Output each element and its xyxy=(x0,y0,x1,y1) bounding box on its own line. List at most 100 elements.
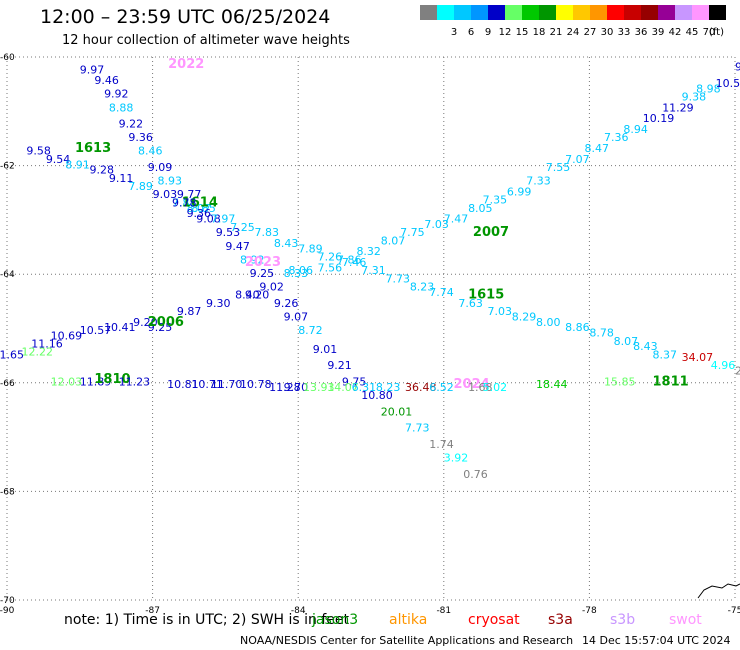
wave-height-color-scale: 3 6 9 12 15 18 21 24 27 30 33 36 39 42 45 70(ft) xyxy=(420,5,726,38)
wave-height-value: 9.25 xyxy=(148,321,173,334)
wave-height-value: 36.48 xyxy=(405,381,437,394)
wave-height-value: 9.02 xyxy=(259,280,284,293)
wave-height-value: 8.92 xyxy=(240,253,265,266)
wave-height-value: 7.85 xyxy=(172,196,197,209)
scale-label: 3 xyxy=(451,27,457,38)
wave-height-value: 10.78 xyxy=(240,378,272,391)
wave-height-value: 14.07 xyxy=(327,381,359,394)
wave-height-value: 9.36 xyxy=(128,131,153,144)
wave-height-value: 8.33 xyxy=(284,267,309,280)
wave-height-value: 8.07 xyxy=(381,234,406,247)
wave-height-value: 7.36 xyxy=(604,131,629,144)
track-time-label: 2024 xyxy=(454,377,490,392)
scale-swatch xyxy=(709,5,726,20)
wave-height-value: 1.68 xyxy=(468,381,493,394)
track-time-label: 1810 xyxy=(94,372,130,387)
scale-swatch xyxy=(539,5,556,20)
wave-height-value: 8.85 xyxy=(191,202,216,215)
wave-height-value: 8.29 xyxy=(512,310,537,323)
wave-height-value: 8.32 xyxy=(356,245,381,258)
wave-height-value: 5.02 xyxy=(483,381,508,394)
scale-swatch xyxy=(692,5,709,20)
scale-swatch xyxy=(573,5,590,20)
wave-height-value: 9.75 xyxy=(342,376,367,389)
wave-height-value: 9.07 xyxy=(284,310,309,323)
scale-swatch xyxy=(556,5,573,20)
wave-height-value: 7.89 xyxy=(298,242,323,255)
wave-height-value: 7.73 xyxy=(386,272,411,285)
wave-height-value: 7.73 xyxy=(405,422,430,435)
wave-height-value: 9.78 xyxy=(172,196,197,209)
wave-height-value: 7.74 xyxy=(429,286,454,299)
coastline xyxy=(697,583,740,599)
wave-height-value: 9.03 xyxy=(153,188,178,201)
lat-tick-label: -66 xyxy=(0,379,15,389)
wave-height-value: 7.63 xyxy=(458,297,483,310)
wave-height-value: 8.05 xyxy=(468,202,493,215)
scale-label: 30 xyxy=(601,27,614,38)
wave-height-value: 8.00 xyxy=(536,316,561,329)
satellite-legend-item: jason3 xyxy=(312,612,359,628)
wave-height-value: 8.43 xyxy=(633,340,658,353)
wave-height-value: 7.56 xyxy=(318,261,343,274)
footer-note: note: 1) Time is in UTC; 2) SWH is in fe… xyxy=(64,612,350,628)
page-subtitle: 12 hour collection of altimeter wave hei… xyxy=(62,33,350,48)
wave-height-value: 9.58 xyxy=(26,145,51,158)
wave-height-value: 8.43 xyxy=(274,237,299,250)
wave-height-value: 11.89 xyxy=(80,376,112,389)
wave-height-value: 7.07 xyxy=(565,153,590,166)
satellite-legend-item: s3b xyxy=(610,612,636,628)
wave-height-value: 18.44 xyxy=(536,378,568,391)
wave-height-value: 7.31 xyxy=(361,264,386,277)
wave-height-value: 20.01 xyxy=(381,405,413,418)
wave-height-value: 8.07 xyxy=(614,335,639,348)
satellite-legend-item: swot xyxy=(669,612,702,628)
wave-height-value: 7.83 xyxy=(255,226,280,239)
wave-height-value: 9.97 xyxy=(80,63,105,76)
wave-height-value: 11.23 xyxy=(119,376,151,389)
wave-height-value: 6.52 xyxy=(429,381,454,394)
lon-tick-label: -87 xyxy=(145,606,160,616)
map-axis-labels: -90 -87 -84 -81 -78 -75 -60 -62 -64 -66 -68 -70 xyxy=(0,53,740,616)
lon-tick-label: -90 xyxy=(0,606,15,616)
wave-height-value: 9.30 xyxy=(206,297,231,310)
wave-height-value: 8.98 xyxy=(696,82,721,95)
lat-tick-label: -62 xyxy=(0,162,15,172)
scale-swatch xyxy=(454,5,471,20)
wave-height-value: 7.33 xyxy=(526,175,551,188)
wave-height-value: 11.29 xyxy=(662,101,694,114)
scale-label: 70 xyxy=(703,27,716,38)
wave-height-value: 8.86 xyxy=(565,321,590,334)
wave-height-value: 8.06 xyxy=(288,264,313,277)
scale-label: 12 xyxy=(499,27,512,38)
lon-tick-label: -78 xyxy=(582,606,597,616)
scale-swatch xyxy=(505,5,522,20)
wave-height-value: 9.08 xyxy=(196,213,221,226)
satellite-legend-item: cryosat xyxy=(468,612,520,628)
wave-height-value: 7.47 xyxy=(444,213,469,226)
lat-tick-label: -70 xyxy=(0,596,15,606)
wave-height-value: 9.54 xyxy=(46,153,71,166)
wave-height-value: 9.09 xyxy=(148,161,173,174)
lat-tick-label: -68 xyxy=(0,487,15,497)
wave-height-value: 9.20 xyxy=(133,316,158,329)
wave-height-value: 7.75 xyxy=(400,226,425,239)
scale-label: 6 xyxy=(468,27,474,38)
wave-height-value: 15.85 xyxy=(604,376,636,389)
wave-height-value: 13.93 xyxy=(303,381,335,394)
scale-label: 18 xyxy=(533,27,546,38)
scale-swatch xyxy=(624,5,641,20)
wave-height-value: 9.47 xyxy=(225,240,250,253)
scale-swatch xyxy=(590,5,607,20)
scale-label: 42 xyxy=(669,27,682,38)
wave-height-value: 6.31 xyxy=(352,381,377,394)
map-grid xyxy=(6,56,736,601)
wave-height-value: 9.92 xyxy=(104,88,129,101)
lon-tick-label: -75 xyxy=(728,606,740,616)
wave-height-value: 10.81 xyxy=(167,378,199,391)
track-time-label: 1615 xyxy=(468,288,504,303)
wave-height-value: 8.37 xyxy=(652,348,677,361)
wave-height-value: 10.71 xyxy=(191,378,223,391)
